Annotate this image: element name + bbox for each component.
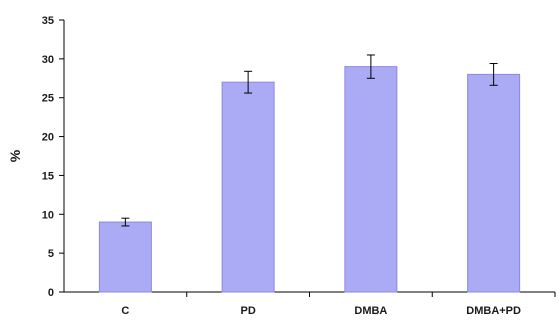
x-tick-label: DMBA [354, 305, 387, 317]
x-tick-label: PD [240, 305, 255, 317]
y-tick-label: 15 [42, 170, 54, 182]
bar-c [98, 221, 152, 293]
x-axis: C PD DMBA DMBA+PD [64, 291, 556, 317]
bar-pd [221, 81, 275, 293]
x-tick-label: DMBA+PD [466, 305, 521, 317]
bar-dmba-pd [467, 73, 521, 293]
y-tick-label: 20 [42, 132, 54, 144]
y-tick-label: 10 [42, 209, 54, 221]
y-tick-label: 0 [48, 287, 54, 299]
bar-dmba [344, 66, 398, 293]
x-tick-label: C [121, 305, 129, 317]
y-tick-label: 25 [42, 93, 54, 105]
y-tick-label: 35 [42, 15, 54, 27]
bars [98, 54, 521, 293]
y-tick-label: 5 [48, 248, 54, 260]
y-tick-label: 30 [42, 54, 54, 66]
y-axis-title: % [7, 149, 23, 162]
y-axis: 0 5 10 15 20 25 30 35 [42, 15, 65, 299]
